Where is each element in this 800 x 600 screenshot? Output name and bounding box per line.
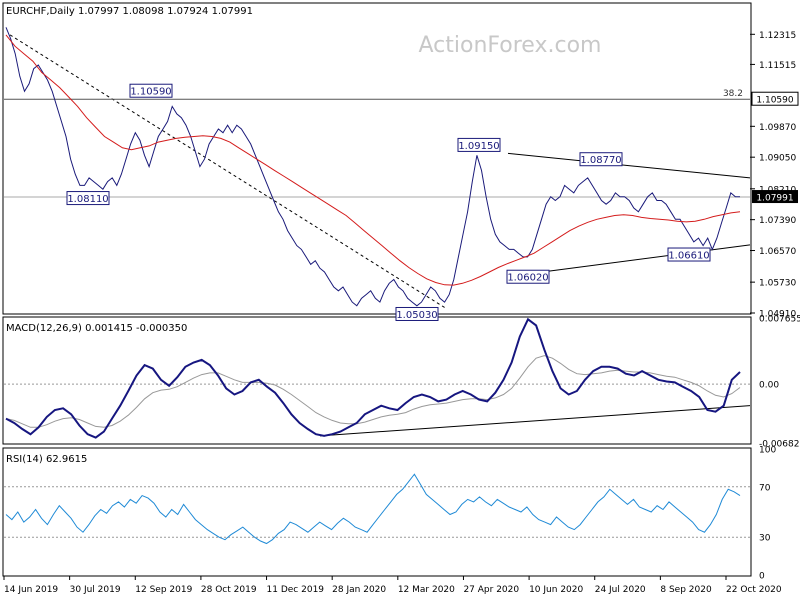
price-annotation-label: 1.09150 [458,141,499,152]
price-annotation-label: 1.08770 [580,155,621,166]
fib-label: 38.2 [723,89,743,99]
macd-series [5,317,741,439]
price-y-tick: 1.05730 [759,279,796,289]
rsi-y-tick: 100 [759,446,776,456]
rsi-y-tick: 0 [759,572,765,582]
price-annotation-box [667,247,711,262]
watermark: ActionForex.com [419,33,602,58]
macd-y-tick: 0.00 [759,381,779,391]
price-annotation-box [506,269,550,284]
symbol-header: EURCHF,Daily 1.07997 1.08098 1.07924 1.0… [6,6,253,17]
x-tick-label: 27 Apr 2020 [463,585,519,595]
price-annotation-box [129,83,173,98]
price-y-tick: 1.10590 [756,96,793,106]
macd-trendline [319,405,751,437]
price-y-tick: 1.09050 [759,154,796,164]
price-y-tick: 1.07390 [759,216,796,226]
moving-average-series [5,34,741,286]
price-annotation-label: 1.05030 [396,310,437,321]
price-annotation-label: 1.06020 [507,273,548,284]
x-tick-label: 12 Sep 2019 [135,585,192,595]
x-tick-label: 14 Jun 2019 [4,585,58,595]
price-y-tick: 1.09870 [759,123,796,133]
x-tick-label: 8 Sep 2020 [660,585,712,595]
macd-title: MACD(12,26,9) 0.001415 -0.000350 [6,323,187,334]
x-tick-label: 12 Mar 2020 [398,585,455,595]
price-y-tick: 1.11515 [759,61,796,71]
lower-triangle-line [547,244,751,272]
x-tick-label: 11 Dec 2019 [267,585,325,595]
upper-triangle-line [507,152,751,179]
x-tick-label: 30 Jul 2019 [70,585,121,595]
price-y-tick: 1.06570 [759,247,796,257]
price-annotation-label: 1.06610 [668,251,709,262]
macd-panel-frame [2,316,752,445]
price-panel-frame [2,2,752,315]
current-price-box [752,190,798,204]
x-tick-label: 28 Oct 2019 [201,585,257,595]
price-annotation-box [579,152,623,167]
price-annotation-label: 1.10590 [130,87,171,98]
axes-layer: 1.123151.115151.105901.098701.090501.082… [3,31,800,595]
macd-y-tick: 0.007655 [759,315,800,325]
price-annotation-box [66,191,110,206]
price-y-tick: 1.12315 [759,31,796,41]
x-tick-label: 28 Jan 2020 [332,585,386,595]
rsi-y-tick: 70 [759,483,771,493]
x-tick-label: 24 Jul 2020 [595,585,646,595]
rsi-panel-frame [2,447,752,577]
fib-price-box [751,91,799,106]
current-price-tick: 1.07991 [756,194,793,204]
rsi-title: RSI(14) 62.9615 [6,454,87,465]
price-panel: 38.2 1.10590 1.08110 1.05030 1.09150 1.06020 1… [4,27,751,321]
price-annotation-label: 1.08110 [67,194,108,205]
price-series [5,27,740,307]
macd-y-tick: -0.006822 [759,440,800,450]
dashed-trendline [9,34,446,309]
rsi-panel [4,473,750,545]
x-tick-label: 22 Oct 2020 [726,585,782,595]
x-tick-label: 10 Jun 2020 [529,585,583,595]
rsi-series [5,473,741,545]
macd-panel [4,317,751,439]
macd-signal-series [5,355,741,428]
price-annotation-box [395,306,439,321]
rsi-y-tick: 30 [759,534,771,544]
price-y-tick: 1.04910 [759,310,796,320]
price-annotation-box [457,137,501,152]
